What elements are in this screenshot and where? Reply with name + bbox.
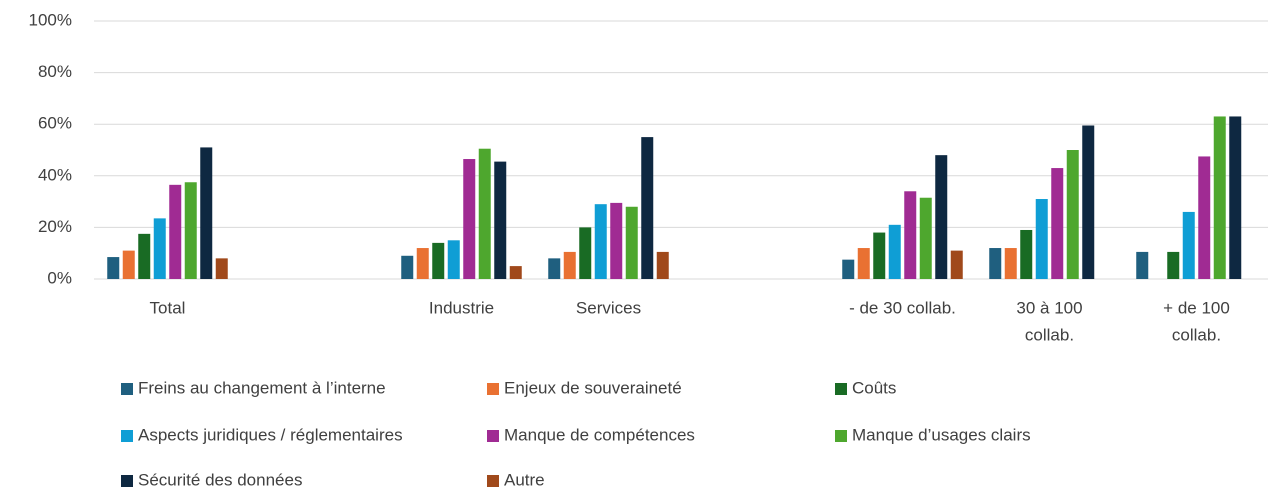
bar (509, 266, 522, 279)
bar (138, 233, 151, 279)
bar (641, 137, 654, 279)
x-tick-label: Industrie (429, 298, 494, 317)
bar (478, 148, 491, 279)
bar (625, 206, 638, 279)
bar (594, 204, 607, 279)
bar (416, 248, 429, 279)
bar (1136, 251, 1149, 279)
bar (935, 155, 948, 279)
bar (548, 258, 561, 279)
x-tick-label: collab. (1172, 325, 1221, 344)
bar (200, 147, 213, 279)
legend-label: Coûts (852, 378, 896, 397)
x-tick-label: - de 30 collab. (849, 298, 956, 317)
bar (950, 250, 963, 279)
bar (1167, 251, 1180, 279)
bar (989, 248, 1002, 279)
bar (1082, 125, 1095, 280)
bar (1182, 211, 1195, 279)
legend-swatch (835, 383, 847, 395)
legend-label: Sécurité des données (138, 470, 302, 489)
bar (1229, 116, 1242, 280)
bar (579, 227, 592, 279)
bar (215, 258, 228, 279)
legend-label: Aspects juridiques / réglementaires (138, 425, 403, 444)
legend-swatch (835, 430, 847, 442)
bar (1066, 150, 1079, 279)
bar (153, 218, 166, 279)
bar (432, 242, 445, 279)
legend-swatch (487, 430, 499, 442)
x-tick-label: 30 à 100 (1016, 298, 1082, 317)
bar (401, 255, 414, 279)
bar (610, 202, 623, 279)
legend-swatch (121, 383, 133, 395)
bar (122, 250, 135, 279)
legend-swatch (487, 475, 499, 487)
legend-label: Manque de compétences (504, 425, 695, 444)
bar (842, 259, 855, 279)
bar (1051, 168, 1064, 279)
legend-swatch (121, 475, 133, 487)
bar (563, 251, 576, 279)
y-tick-label: 0% (47, 268, 72, 287)
bar (919, 197, 932, 279)
legend-swatch (121, 430, 133, 442)
bar (1213, 116, 1226, 280)
x-tick-label: Services (576, 298, 641, 317)
bar (904, 191, 917, 279)
x-tick-label: collab. (1025, 325, 1074, 344)
bar (447, 240, 460, 279)
legend-label: Freins au changement à l’interne (138, 378, 386, 397)
legend-label: Manque d’usages clairs (852, 425, 1031, 444)
x-tick-label: Total (150, 298, 186, 317)
bar (656, 251, 669, 279)
y-tick-label: 40% (38, 165, 72, 184)
bar (463, 159, 476, 279)
bar (1198, 156, 1211, 279)
y-tick-label: 100% (29, 10, 72, 29)
bar (184, 182, 197, 279)
bar (494, 161, 507, 279)
y-tick-label: 60% (38, 114, 72, 133)
bar (873, 232, 886, 279)
bar (857, 248, 870, 279)
bar (888, 224, 901, 279)
bar (169, 184, 182, 279)
legend-label: Enjeux de souveraineté (504, 378, 682, 397)
legend-swatch (487, 383, 499, 395)
bar (107, 257, 120, 279)
bar (1004, 248, 1017, 279)
y-tick-label: 80% (38, 62, 72, 81)
legend-label: Autre (504, 470, 545, 489)
y-tick-label: 20% (38, 217, 72, 236)
x-tick-label: + de 100 (1163, 298, 1230, 317)
bar (1035, 199, 1048, 279)
bar (1020, 229, 1033, 279)
